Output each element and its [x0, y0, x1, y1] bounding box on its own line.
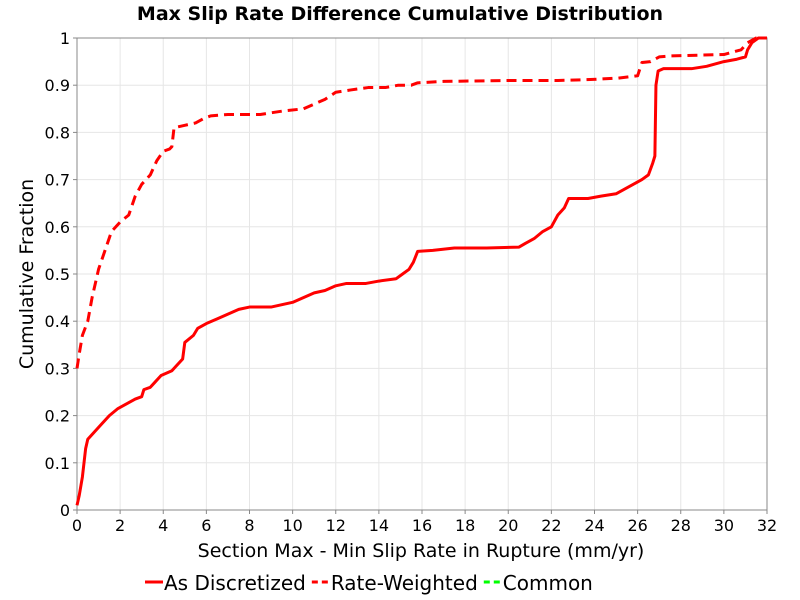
series-line-rate-weighted	[75, 36, 767, 369]
x-tick-label: 22	[541, 516, 561, 535]
series-layer	[75, 36, 767, 506]
y-tick-label: 0.6	[45, 218, 70, 237]
y-tick-label: 0	[60, 501, 70, 520]
y-tick-label: 0.5	[45, 265, 70, 284]
x-tick-label: 24	[584, 516, 604, 535]
x-tick-label: 32	[757, 516, 777, 535]
y-tick-label: 0.9	[45, 76, 70, 95]
y-tick-label: 0.3	[45, 359, 70, 378]
x-axis-ticks: 0 2 4 6 8 10 12 14 16 18 20 22 24 26 28 30 32	[72, 510, 777, 535]
x-tick-label: 14	[369, 516, 389, 535]
y-tick-label: 1	[60, 29, 70, 48]
grid	[76, 37, 768, 511]
y-axis-ticks: 0 0.1 0.2 0.3 0.4 0.5 0.6 0.7 0.8 0.9 1	[45, 29, 77, 520]
legend-label-common: Common	[503, 571, 593, 595]
y-tick-label: 0.4	[45, 312, 70, 331]
y-tick-label: 0.8	[45, 123, 70, 142]
x-tick-label: 18	[455, 516, 475, 535]
x-tick-label: 20	[498, 516, 518, 535]
legend-label-rate-weighted: Rate-Weighted	[331, 571, 478, 595]
y-tick-label: 0.1	[45, 454, 70, 473]
x-tick-label: 16	[412, 516, 432, 535]
x-tick-label: 30	[714, 516, 734, 535]
x-tick-label: 0	[72, 516, 82, 535]
y-tick-label: 0.7	[45, 171, 70, 190]
y-axis-label: Cumulative Fraction	[16, 179, 38, 369]
x-tick-label: 10	[282, 516, 302, 535]
y-tick-label: 0.2	[45, 407, 70, 426]
x-tick-label: 28	[671, 516, 691, 535]
x-tick-label: 6	[201, 516, 211, 535]
x-tick-label: 4	[158, 516, 168, 535]
x-axis-label: Section Max - Min Slip Rate in Rupture (…	[198, 540, 645, 562]
series-line-as-discretized	[75, 36, 767, 506]
x-tick-label: 2	[115, 516, 125, 535]
x-tick-label: 8	[244, 516, 254, 535]
chart-title: Max Slip Rate Difference Cumulative Dist…	[137, 3, 663, 25]
legend: As Discretized Rate-Weighted Common	[145, 571, 593, 595]
x-tick-label: 12	[326, 516, 346, 535]
legend-label-as-discretized: As Discretized	[164, 571, 306, 595]
x-tick-label: 26	[627, 516, 647, 535]
